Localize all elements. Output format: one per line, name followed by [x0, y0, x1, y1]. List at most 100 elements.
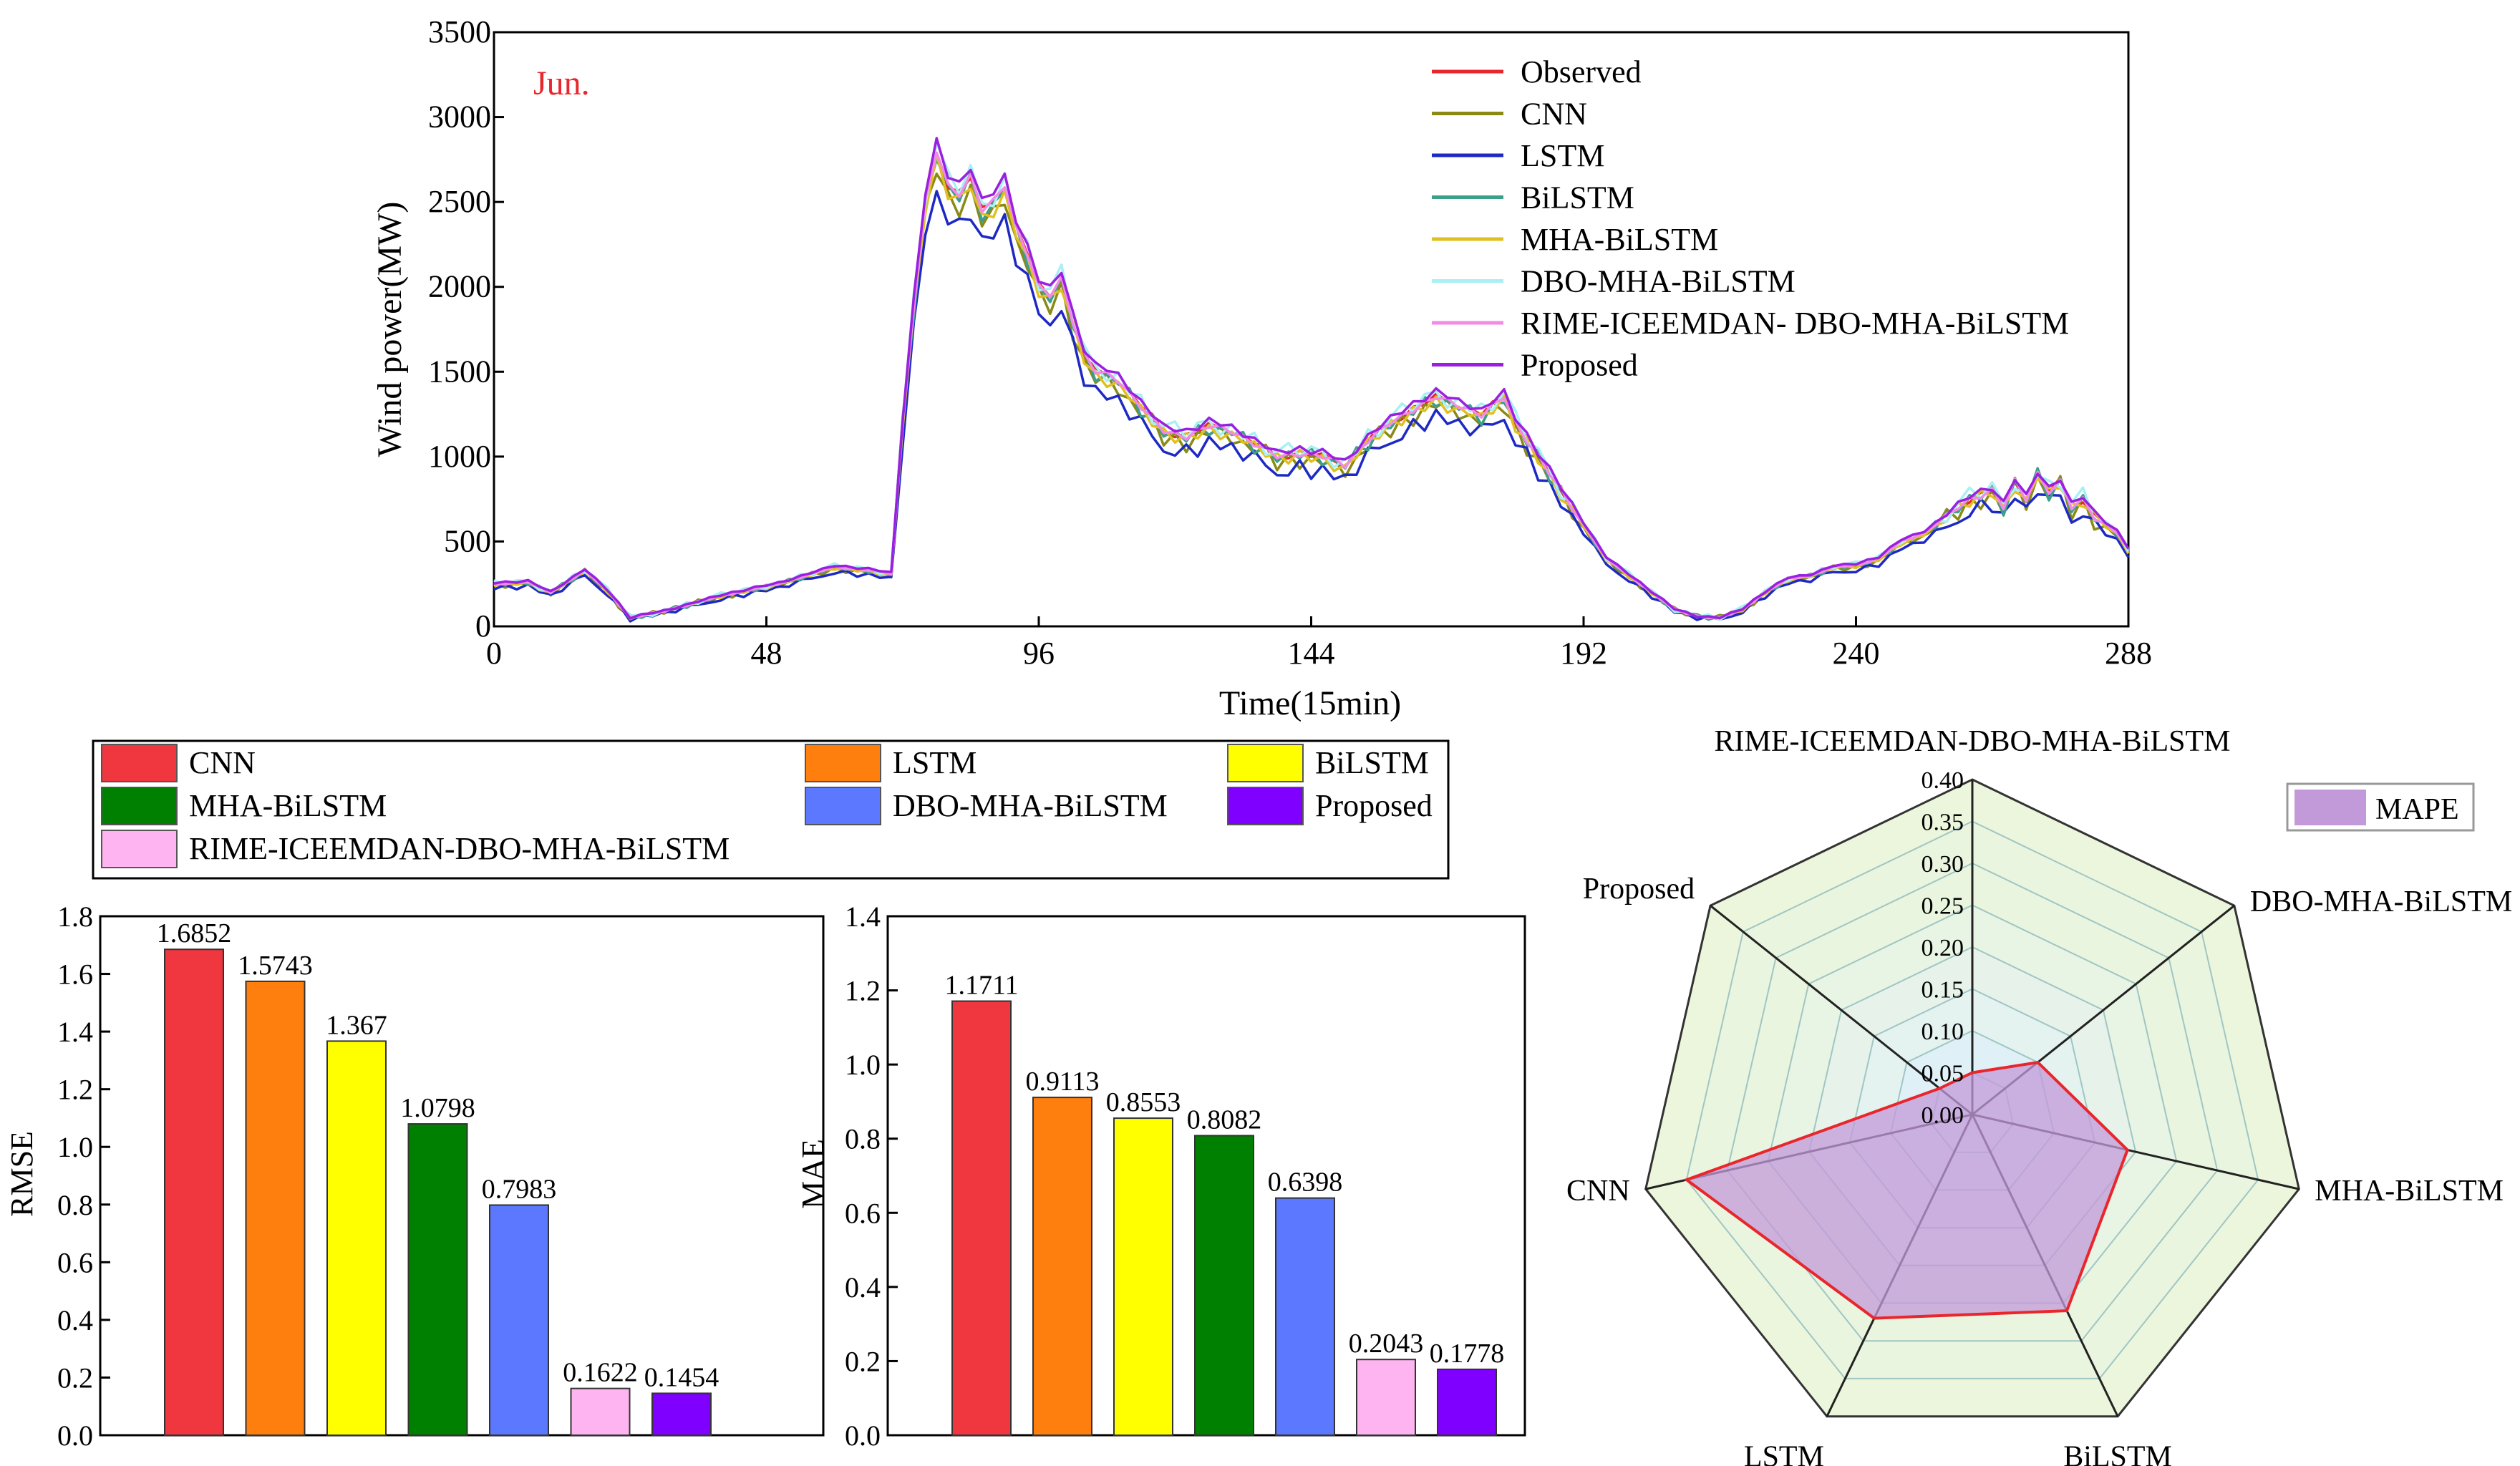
bar-value-label: 0.1454	[644, 1362, 719, 1392]
bar-legend-label: CNN	[189, 745, 256, 780]
bar-cnn	[951, 1000, 1012, 1436]
bar-y-tick-label: 1.0	[845, 1049, 881, 1081]
bar-value-label: 0.2043	[1349, 1329, 1424, 1359]
bar-y-tick-label: 0.2	[57, 1361, 93, 1394]
radar-legend-swatch	[2294, 790, 2366, 825]
line-legend: Observed CNN LSTM BiLSTM MHA-BiLSTM DBO-MHA-B…	[1432, 54, 2069, 383]
line-legend-label: CNN	[1521, 97, 1587, 132]
bar-proposed	[651, 1392, 712, 1437]
line-x-axis-label: Time(15min)	[1219, 684, 1401, 722]
bar-legend-frame	[92, 739, 1450, 880]
radar-legend-label: MAPE	[2375, 793, 2459, 826]
bar-dbo	[489, 1204, 549, 1437]
bar-legend-label: BiLSTM	[1315, 745, 1429, 780]
bar-y-tick-label: 1.2	[57, 1074, 93, 1106]
bar-proposed	[1437, 1368, 1497, 1437]
line-legend-label: LSTM	[1521, 138, 1604, 173]
line-x-tick-label: 240	[1833, 636, 1880, 671]
bar-dbo	[1275, 1197, 1335, 1437]
bar-value-label: 1.0798	[400, 1093, 475, 1123]
bar-legend: CNN LSTM BiLSTM MHA-BiLSTM DBO-MHA-BiLSTM Pro…	[92, 739, 1450, 880]
bar-legend-label: Proposed	[1315, 788, 1433, 823]
bar-lstm	[1032, 1097, 1092, 1436]
mae-bar-chart: MAE 0.0 0.2 0.4 0.6 0.8 1.0 1.2 1.4 1.1711 0.9113…	[795, 901, 1526, 1452]
line-y-ticks: 0 500 1000 1500 2000 2500 3000 3500	[428, 14, 504, 644]
radar-r-tick-label: 0.15	[1922, 977, 1964, 1004]
bar-mha	[407, 1123, 468, 1436]
bar-y-tick-label: 0.0	[57, 1419, 93, 1452]
bar-y-tick-label: 1.8	[57, 901, 93, 933]
bar-y-tick-label: 1.6	[57, 958, 93, 991]
radar-r-tick-label: 0.05	[1922, 1061, 1964, 1087]
bar-bilstm	[326, 1040, 387, 1437]
radar-r-tick-label: 0.30	[1922, 851, 1964, 878]
line-x-ticks: 0 48 96 144 192 240 288	[486, 616, 2152, 671]
mae-y-axis-label: MAE	[795, 1139, 830, 1209]
line-y-tick-label: 1000	[428, 439, 491, 474]
bar-y-tick-label: 1.2	[845, 975, 881, 1007]
bar-legend-label: DBO-MHA-BiLSTM	[893, 788, 1168, 823]
bar-legend-swatch	[101, 830, 178, 868]
radar-axis-labels: RIME-ICEEMDAN-DBO-MHA-BiLSTM DBO-MHA-BiLS…	[1566, 725, 2512, 1466]
bar-legend-swatch	[1227, 787, 1304, 825]
radar-spoke	[1710, 905, 1973, 1116]
radar-axis-label: CNN	[1566, 1175, 1630, 1208]
radar-axis-label: BiLSTM	[2063, 1441, 2172, 1466]
radar-legend: MAPE	[2286, 782, 2475, 832]
bar-value-label: 1.5743	[238, 951, 313, 981]
bar-lstm	[245, 980, 306, 1437]
bar-legend-label: MHA-BiLSTM	[189, 788, 387, 823]
line-y-tick-label: 0	[475, 608, 491, 644]
line-series-lstm	[493, 190, 2130, 623]
radar-r-tick-label: 0.40	[1922, 767, 1964, 794]
bar-value-label: 0.8553	[1106, 1087, 1181, 1117]
bar-y-tick-label: 0.0	[845, 1419, 881, 1452]
bar-legend-swatch	[805, 744, 881, 782]
bar-y-tick-label: 0.8	[845, 1123, 881, 1155]
line-x-tick-label: 96	[1023, 636, 1055, 671]
bar-y-tick-label: 0.8	[57, 1189, 93, 1221]
line-legend-label: DBO-MHA-BiLSTM	[1521, 264, 1796, 299]
line-legend-label: Proposed	[1521, 348, 1638, 383]
radar-axis-label: Proposed	[1583, 873, 1695, 906]
bar-value-label: 0.1778	[1430, 1339, 1505, 1369]
line-y-tick-label: 500	[444, 523, 491, 558]
bar-legend-swatch	[805, 787, 881, 825]
radar-r-tick-label: 0.20	[1922, 935, 1964, 961]
line-x-tick-label: 144	[1288, 636, 1335, 671]
radar-axis-label: RIME-ICEEMDAN-DBO-MHA-BiLSTM	[1715, 725, 2231, 758]
rmse-bar-chart: RMSE 0.0 0.2 0.4 0.6 0.8 1.0 1.2 1.4 1.6 1.8 1.685…	[4, 901, 825, 1452]
bar-rime	[1356, 1359, 1416, 1436]
bar-value-label: 1.1711	[944, 971, 1018, 1001]
bar-y-tick-label: 0.2	[845, 1345, 881, 1377]
line-series-dbo_mha_bilstm	[493, 141, 2130, 621]
radar-chart: 0.00 0.05 0.10 0.15 0.20 0.25 0.30 0.35 0.40 RIM…	[1566, 725, 2512, 1466]
line-y-tick-label: 3500	[428, 14, 491, 49]
line-plot-frame	[493, 31, 2130, 628]
line-x-tick-label: 0	[486, 636, 502, 671]
bar-y-tick-label: 0.6	[845, 1197, 881, 1229]
bar-value-label: 1.367	[326, 1010, 387, 1040]
bar-legend-swatch	[1227, 744, 1304, 782]
bar-y-tick-label: 0.4	[845, 1271, 881, 1304]
line-series-proposed	[493, 137, 2130, 620]
radar-data: 0.00 0.05 0.10 0.15 0.20 0.25 0.30 0.35 0.40	[1683, 767, 2130, 1320]
bar-y-tick-label: 0.6	[57, 1246, 93, 1278]
line-legend-label: MHA-BiLSTM	[1521, 222, 1718, 257]
line-y-tick-label: 2500	[428, 184, 491, 219]
bar-legend-swatch	[101, 744, 178, 782]
line-y-axis-label: Wind power(MW)	[371, 202, 409, 457]
radar-r-tick-label: 0.00	[1922, 1102, 1964, 1129]
bar-legend-label: RIME-ICEEMDAN-DBO-MHA-BiLSTM	[189, 831, 730, 866]
line-x-tick-label: 288	[2105, 636, 2152, 671]
line-legend-label: BiLSTM	[1521, 180, 1634, 215]
line-series-group	[493, 137, 2130, 623]
line-chart: 0 48 96 144 192 240 288 0 500 1000 1500 2000 2500 30…	[371, 14, 2152, 722]
line-legend-label: Observed	[1521, 54, 1642, 89]
bar-bilstm	[1113, 1117, 1173, 1436]
bar-value-label: 0.1622	[563, 1358, 638, 1388]
bar-y-tick-label: 0.4	[57, 1304, 93, 1336]
bar-y-tick-label: 1.4	[845, 901, 881, 933]
line-x-tick-label: 48	[751, 636, 782, 671]
